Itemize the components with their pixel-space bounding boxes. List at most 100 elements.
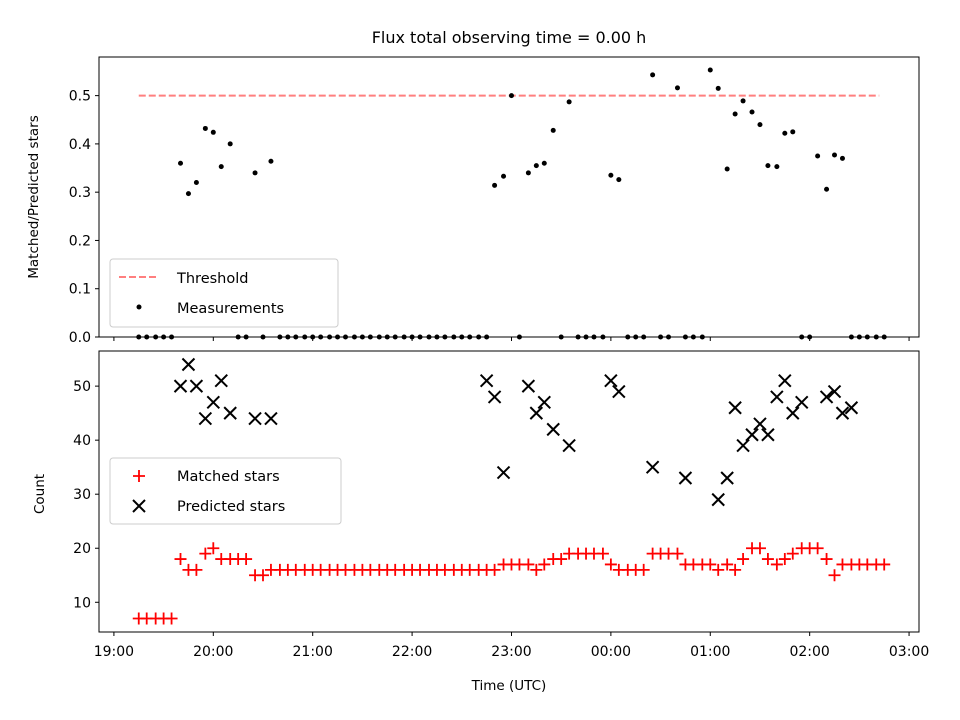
bottom-x-tick-label: 20:00 — [193, 644, 233, 660]
measurement-point — [616, 177, 622, 183]
predicted-legend-label: Predicted stars — [177, 499, 285, 515]
predicted-star-point — [770, 390, 784, 404]
predicted-star-point — [206, 395, 221, 410]
matched-star-point — [671, 547, 684, 560]
predicted-star-point — [521, 379, 536, 393]
predicted-legend-swatch — [132, 499, 146, 513]
measurement-point — [492, 182, 498, 188]
matched-star-point — [786, 547, 799, 560]
matched-star-point — [530, 563, 543, 576]
predicted-star-point — [537, 395, 551, 410]
matched-star-point — [712, 563, 725, 576]
matched-star-point — [174, 553, 187, 566]
matched-legend-label: Matched stars — [177, 469, 280, 485]
matched-star-point — [737, 553, 750, 566]
measurement-point — [832, 152, 838, 158]
bottom-x-tick-label: 00:00 — [591, 644, 631, 660]
predicted-star-point — [795, 395, 809, 410]
matched-star-point — [604, 558, 617, 571]
matched-star-point — [828, 569, 841, 582]
measurement-point — [210, 129, 216, 135]
matched-star-point — [240, 553, 253, 566]
measurement-point — [740, 98, 746, 104]
measurement-point — [732, 111, 738, 117]
top-y-tick-label: 0.4 — [69, 137, 91, 153]
bottom-x-tick-label: 19:00 — [94, 644, 134, 660]
bottom-x-tick-label: 21:00 — [293, 644, 333, 660]
bottom-legend-box — [109, 457, 342, 525]
measurement-point — [252, 170, 258, 176]
matched-star-point — [488, 563, 501, 576]
bottom-x-tick-label: 23:00 — [491, 644, 531, 660]
bottom-y-tick-label: 50 — [73, 379, 91, 395]
predicted-star-point — [496, 465, 511, 480]
predicted-star-point — [736, 438, 750, 453]
bottom-panel-y-ticks: 10 20 30 40 50 — [73, 379, 99, 611]
matched-star-point — [729, 563, 742, 576]
predicted-star-point — [645, 460, 660, 474]
bottom-y-tick-label: 10 — [73, 595, 91, 611]
matched-star-point — [257, 569, 269, 582]
predicted-star-point — [214, 374, 228, 388]
measurement-point — [218, 164, 224, 170]
top-panel-frame — [98, 56, 920, 338]
matched-star-point — [522, 558, 535, 571]
measurement-point — [790, 129, 796, 135]
top-y-tick-label: 0.3 — [69, 185, 91, 201]
predicted-star-point — [819, 390, 834, 404]
matched-star-point — [190, 563, 203, 576]
predicted-star-point — [562, 438, 576, 453]
measurements-legend-swatch — [136, 304, 142, 310]
measurement-point — [707, 67, 713, 73]
predicted-star-point — [173, 379, 188, 393]
measurement-point — [650, 72, 656, 78]
bottom-x-tick-label: 02:00 — [789, 644, 829, 660]
predicted-star-point — [181, 357, 196, 372]
measurement-point — [715, 85, 721, 91]
predicted-star-point — [198, 411, 213, 426]
bottom-panel-frame — [98, 350, 920, 633]
predicted-star-point — [761, 428, 775, 442]
top-legend: Threshold Measurements — [109, 258, 339, 328]
matched-star-point — [207, 542, 220, 555]
measurement-point — [178, 160, 184, 166]
top-panel-y-ticks: 0.0 0.1 0.2 0.3 0.4 0.5 — [69, 89, 99, 346]
measurement-point — [815, 153, 821, 159]
matched-star-point — [811, 542, 824, 555]
predicted-star-point — [604, 374, 618, 388]
measurement-point — [824, 186, 830, 192]
predicted-star-point — [612, 384, 626, 399]
predicted-star-point — [189, 379, 204, 393]
predicted-star-point — [479, 374, 494, 388]
bottom-panel-xlabel: Time (UTC) — [471, 678, 547, 694]
measurement-point — [566, 99, 572, 105]
predicted-star-point — [728, 401, 742, 415]
predicted-star-point — [720, 471, 734, 485]
measurement-point — [749, 109, 755, 115]
matched-star-point — [761, 553, 774, 566]
top-legend-box — [109, 258, 339, 328]
predicted-star-point — [827, 384, 842, 399]
matched-star-point — [596, 547, 609, 560]
bottom-x-tick-label: 01:00 — [690, 644, 730, 660]
bottom-panel-plot-area — [132, 357, 891, 625]
top-panel-ylabel: Matched/Predicted stars — [26, 115, 42, 278]
measurement-point — [533, 163, 539, 169]
bottom-x-tick-label: 03:00 — [889, 644, 929, 660]
matched-star-point — [538, 558, 551, 571]
measurement-point — [541, 160, 547, 166]
predicted-star-point — [223, 406, 237, 420]
bottom-panel-x-ticks: 19:00 20:00 21:00 22:00 23:00 00:00 01:00 02:00… — [94, 632, 929, 660]
measurement-point — [608, 172, 614, 178]
bottom-y-tick-label: 30 — [73, 487, 91, 503]
measurement-point — [202, 125, 208, 131]
predicted-star-point — [753, 417, 767, 431]
predicted-star-point — [711, 492, 725, 507]
top-y-tick-label: 0.0 — [69, 330, 91, 346]
matched-star-point — [878, 558, 891, 571]
predicted-star-point — [264, 411, 278, 426]
predicted-star-point — [248, 411, 262, 426]
predicted-star-point — [786, 406, 800, 420]
matched-star-point — [704, 558, 717, 571]
